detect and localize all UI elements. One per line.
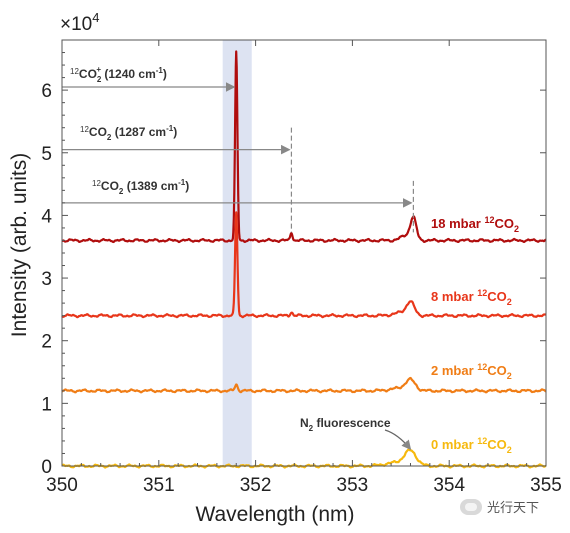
- plot-frame: [61, 39, 547, 467]
- y-tick-label: 4: [41, 206, 52, 227]
- series-line-3: [61, 448, 547, 469]
- series-label-2mbar: 2 mbar 12CO2: [431, 362, 512, 381]
- series-label-8mbar: 8 mbar 12CO2: [431, 288, 512, 307]
- watermark: 光行天下: [460, 497, 539, 516]
- y-multiplier: ×104: [60, 10, 99, 35]
- x-tick-label: 355: [530, 475, 562, 496]
- x-axis-title: Wavelength (nm): [195, 503, 354, 526]
- x-tick-label: 350: [46, 475, 78, 496]
- n2-fluorescence-label: N2 fluorescence: [300, 416, 391, 433]
- series-label-0mbar: 0 mbar 12CO2: [431, 436, 512, 455]
- x-tick-label: 351: [143, 475, 175, 496]
- annotation-label-1389: 12CO2 (1389 cm-1): [92, 178, 189, 196]
- x-tick-label: 354: [433, 475, 465, 496]
- x-tick-label: 352: [240, 475, 272, 496]
- x-tick-label: 353: [337, 475, 369, 496]
- series-line-1: [61, 211, 547, 319]
- y-tick-label: 0: [41, 457, 52, 478]
- series-line-0: [61, 50, 547, 244]
- y-tick-label: 5: [41, 144, 52, 165]
- y-tick-label: 3: [41, 269, 52, 290]
- series-label-18mbar: 18 mbar 12CO2: [431, 215, 519, 234]
- series-line-2: [61, 376, 547, 394]
- n2-arrow: [384, 429, 412, 451]
- y-tick-label: 6: [41, 81, 52, 102]
- y-tick-label: 1: [41, 394, 52, 415]
- annotation-label-co2plus: 12CO2+ (1240 cm-1): [70, 65, 167, 84]
- annotation-label-1287: 12CO2 (1287 cm-1): [80, 124, 177, 142]
- watermark-text: 光行天下: [487, 501, 540, 516]
- y-tick-label: 2: [41, 332, 52, 353]
- wechat-logo-icon: [460, 498, 482, 515]
- y-axis-title: Intensity (arb. units): [8, 153, 31, 337]
